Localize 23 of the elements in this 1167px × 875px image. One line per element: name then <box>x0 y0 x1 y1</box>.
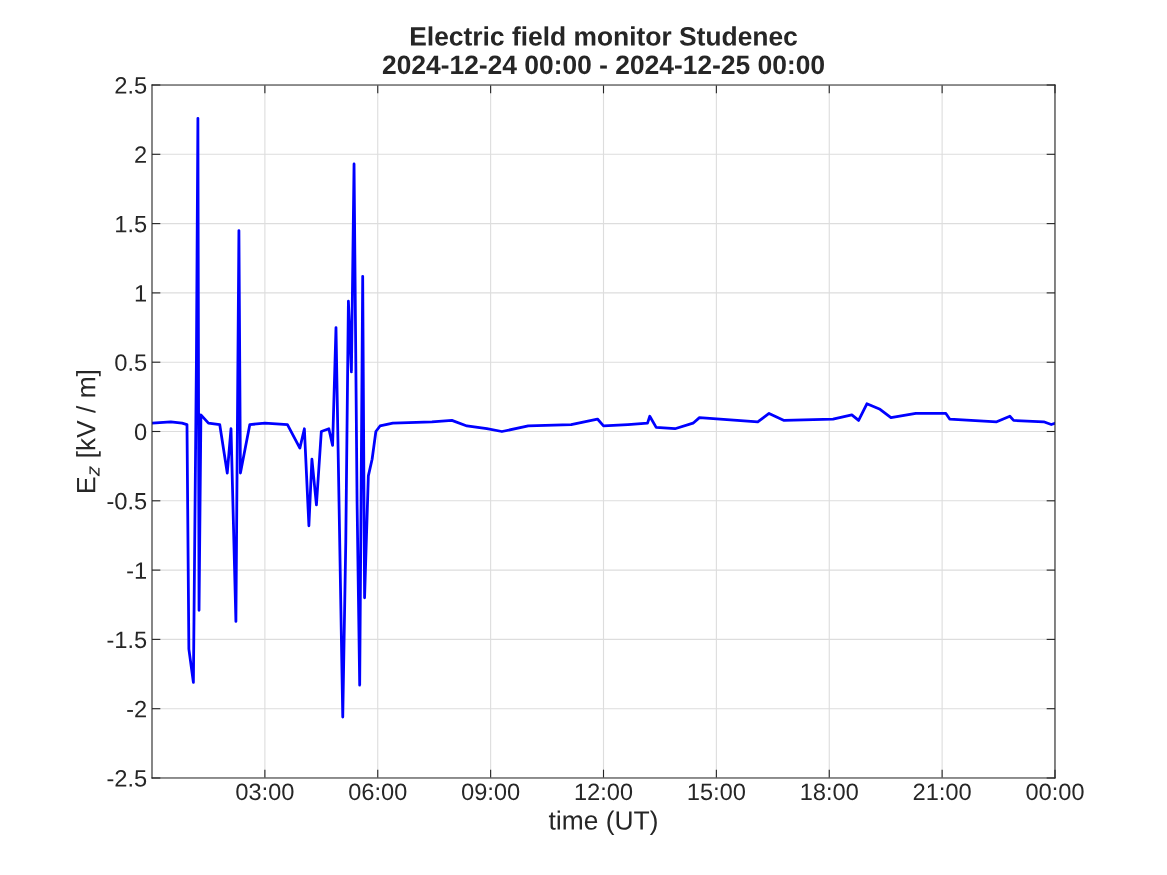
x-tick-label: 15:00 <box>688 783 745 801</box>
y-tick-label: 0 <box>134 423 147 441</box>
x-tick-label: 18:00 <box>801 783 858 801</box>
line-series <box>152 116 1055 719</box>
y-tick-label: -2.5 <box>107 770 147 787</box>
x-tick-label: 21:00 <box>913 783 971 801</box>
x-axis-title: time (UT) <box>548 810 657 836</box>
y-tick-label: 0.5 <box>115 354 147 371</box>
y-tick-label: 1.5 <box>116 215 147 233</box>
x-tick-label: 09:00 <box>462 783 520 801</box>
x-tick-label: 06:00 <box>349 783 407 801</box>
y-tick-label: -0.5 <box>107 492 147 510</box>
y-axis-title: E$_{z}$ [kV / m] <box>76 370 101 492</box>
y-tick-label: 1 <box>135 285 146 302</box>
x-tick-label: 03:00 <box>236 783 294 801</box>
x-tick-label: 12:00 <box>575 783 633 801</box>
y-tick-label: 2 <box>135 146 146 163</box>
y-tick-label: -1 <box>127 562 146 579</box>
y-tick-label: -2 <box>127 700 146 718</box>
chart-title: Electric field monitor Studenec 2024-12-24 00:00 - 2024-12-25 00:00 <box>382 26 824 75</box>
y-tick-label: -1.5 <box>107 631 147 649</box>
y-tick-label: 2.5 <box>115 77 147 94</box>
x-tick-label: 00:00 <box>1026 783 1084 801</box>
